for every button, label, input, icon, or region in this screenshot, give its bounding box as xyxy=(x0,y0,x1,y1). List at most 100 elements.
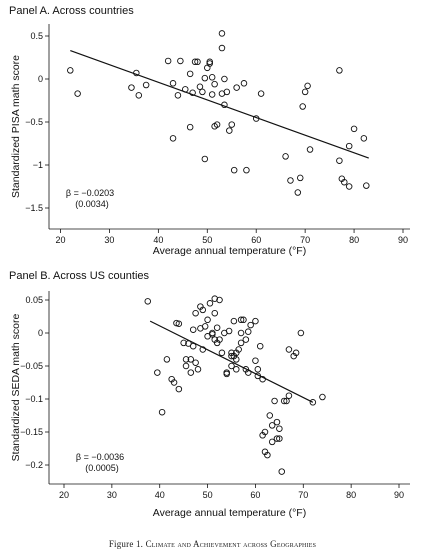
panel-b-data-point xyxy=(264,451,271,459)
panel-b-data-point xyxy=(254,372,262,380)
panel-a-x-tick-label: 70 xyxy=(300,235,310,245)
panel-b-data-point xyxy=(189,326,197,333)
panel-b-fit-line xyxy=(149,320,314,403)
panel-b-x-tick-label: 80 xyxy=(346,490,356,500)
panel-b-data-point xyxy=(175,385,183,393)
panel-a-x-tick-label: 60 xyxy=(251,235,261,245)
panel-b-data-point xyxy=(261,428,269,436)
panel-a-data-point xyxy=(206,58,213,66)
panel-b-data-point xyxy=(268,438,276,446)
panel-a-data-point xyxy=(301,88,309,96)
panel-b-data-point xyxy=(163,356,171,363)
panel-a-data-point xyxy=(206,60,213,67)
panel-a-data-point xyxy=(336,67,343,74)
panel-a-data-point xyxy=(336,157,343,164)
panel-a-data-point xyxy=(218,30,226,37)
panel-a-data-point xyxy=(240,80,248,87)
panel-a-data-point xyxy=(186,70,194,78)
panel-b-title: Panel B. Across US counties xyxy=(9,270,150,282)
panel-b-se-label: (0.0005) xyxy=(85,463,119,473)
panel-a-data-point xyxy=(128,84,135,91)
panel-a-data-point xyxy=(142,81,150,89)
panel-b-x-tick-label: 50 xyxy=(203,490,213,500)
panel-b-x-tick-label: 70 xyxy=(298,490,308,500)
panel-b-data-point xyxy=(268,422,276,429)
panel-b-data-point xyxy=(278,468,286,475)
panel-b-y-axis-label: Standardized SEDA math score xyxy=(10,314,22,462)
panel-a-data-point xyxy=(230,166,238,174)
panel-b-x-tick-label: 30 xyxy=(107,490,117,500)
panel-b-data-point xyxy=(192,359,199,366)
panel-b-data-point xyxy=(175,320,183,328)
panel-b-data-point xyxy=(206,300,214,307)
panel-b-data-point xyxy=(154,369,161,376)
panel-b-data-point xyxy=(280,397,288,405)
panel-b-data-point xyxy=(237,329,245,337)
caption-text: Climate and Achievement across Geographi… xyxy=(145,539,317,549)
panel-b-data-point xyxy=(285,346,293,353)
panel-b-data-point xyxy=(266,412,274,419)
panel-b-data-point xyxy=(233,356,240,363)
panel-b-data-point xyxy=(254,366,262,373)
panel-a-data-point xyxy=(228,121,235,128)
panel-b-data-point xyxy=(144,298,151,305)
panel-a-data-point xyxy=(223,88,231,96)
panel-b-data-point xyxy=(242,336,250,343)
panel-b-data-point xyxy=(192,309,199,317)
panel-b-y-tick-label: 0.05 xyxy=(25,295,43,305)
panel-b-data-point xyxy=(256,342,264,350)
panel-b-data-point xyxy=(273,418,281,426)
panel-b-data-point xyxy=(199,346,207,353)
panel-b-data-point xyxy=(240,316,247,324)
panel-b-y-tick-label: −0.1 xyxy=(25,394,43,404)
panel-b-y-tick-label: −0.2 xyxy=(25,460,43,470)
panel-b-y-tick-label: −0.15 xyxy=(20,427,43,437)
panel-b-data-point xyxy=(199,306,207,314)
panel-b-data-point xyxy=(259,375,266,383)
panel-a-data-point xyxy=(211,80,218,88)
panel-b-data-point xyxy=(170,379,178,386)
panel-a-data-point xyxy=(294,189,302,196)
panel-b-data-point xyxy=(244,328,252,335)
panel-b-data-point xyxy=(204,316,211,324)
panel-b-data-point xyxy=(297,329,305,337)
panel-a-data-point xyxy=(297,174,304,182)
panel-b-data-point xyxy=(230,317,238,325)
panel-a-data-point xyxy=(350,125,358,133)
panel-a-x-tick-label: 40 xyxy=(153,235,163,245)
panel-a-data-point xyxy=(169,135,177,142)
panel-a-x-tick-label: 20 xyxy=(55,235,65,245)
panel-a-se-label: (0.0034) xyxy=(75,199,109,209)
panel-a-data-point xyxy=(208,74,216,81)
panel-b-data-point xyxy=(309,399,317,406)
figure-caption: Figure 1. Climate and Achievement across… xyxy=(0,539,425,549)
panel-a-beta-label: β = −0.0203 xyxy=(66,188,114,198)
panel-a-data-point xyxy=(299,103,306,110)
panel-a-data-point xyxy=(233,84,240,91)
panel-b-data-point xyxy=(235,346,242,353)
panel-b-data-point xyxy=(228,352,235,360)
panel-a-data-point xyxy=(218,44,226,52)
panel-b-data-point xyxy=(247,321,254,329)
panel-a-data-point xyxy=(194,58,201,66)
panel-b-data-point xyxy=(244,369,252,376)
panel-a-y-tick-label: −0.5 xyxy=(25,117,43,127)
panel-a-y-tick-label: 0.5 xyxy=(30,31,43,41)
panel-a-data-point xyxy=(169,80,177,87)
caption-label: Figure 1. xyxy=(108,539,144,549)
panel-b-x-tick-label: 90 xyxy=(394,490,404,500)
panel-b-data-point xyxy=(213,324,221,331)
panel-b-data-point xyxy=(273,435,281,442)
panel-a-data-point xyxy=(360,135,368,142)
panel-a-data-point xyxy=(199,88,206,96)
panel-a-data-point xyxy=(213,121,221,128)
panel-b-data-point xyxy=(216,296,223,304)
panel-a-data-point xyxy=(196,83,204,90)
panel-a-data-point xyxy=(282,153,289,160)
panel-a-data-point xyxy=(243,166,250,174)
panel-b-y-tick-label: 0 xyxy=(38,328,43,338)
panel-b-data-point xyxy=(285,392,293,399)
panel-a-data-point xyxy=(135,92,143,99)
panel-b-x-axis-label: Average annual temperature (°F) xyxy=(153,507,306,519)
